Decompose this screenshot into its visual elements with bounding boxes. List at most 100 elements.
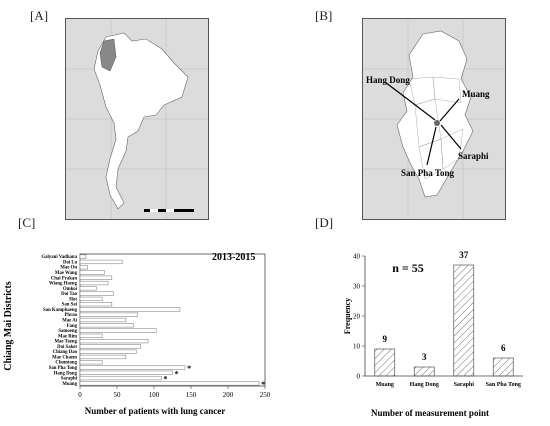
chart-c-category-label: San Sai [62,303,78,308]
chart-c-category-label: Galyani Vadhana [41,255,77,260]
thailand-map-graphic [66,19,208,219]
chart-c-bar [79,259,123,265]
chart-c-annotation: 2013-2015 [212,252,255,263]
chart-c-bar [79,333,103,338]
chart-c-bar [79,328,157,333]
chart-c-xtick-label: 50 [114,391,122,399]
chart-d-bar [374,348,396,377]
chart-c-category-label: Hang Dong [54,371,78,376]
chart-d-category-label: San Pha Tong [486,382,521,388]
chart-d-ytick-label: 20 [353,313,361,321]
chart-c-bar [79,280,109,286]
chart-c-category-label: Fang [67,324,78,329]
chart-c-xtick-label: 200 [223,391,234,399]
chart-c-xtick-label: 250 [260,391,271,399]
chart-c-category-label: Mae On [60,266,77,271]
chart-c-bar [79,370,173,375]
chart-d-bar [453,264,475,377]
panel-a-label: [A] [30,8,49,23]
panel-b-label: [B] [315,8,333,23]
chart-c-bar [79,291,114,296]
chart-c-bar [79,338,149,344]
study-area-marker [434,120,440,126]
chart-c-bar [79,275,113,280]
chart-c-bar [79,317,127,323]
thailand-outline [93,32,189,210]
label-san-pha-tong: San Pha Tong [401,168,455,178]
chart-d: 0 10 20 30 40 9 Muang 3 Hang Dong 37 Saraphi 6 San P… [343,250,523,418]
chart-d-xlabel: Number of measurement point [371,408,489,418]
chart-d-plot: 0 10 20 30 40 9 Muang 3 Hang Dong 37 Saraphi 6 San P… [353,250,523,388]
chart-c-xtick-label: 150 [186,391,197,399]
chart-c-xtick-label: 100 [149,391,160,399]
chart-d-category-label: Hang Dong [410,382,439,388]
chart-c-category-label: Chiang Dao [53,350,78,355]
chart-c-category-label: Samoeng [58,329,77,334]
chart-c-category-label: Muang [62,382,77,387]
chart-c-category-label: Mae Ai [62,319,77,324]
chart-c-bar [79,344,141,349]
chart-d-bar [492,357,514,377]
chart-c-bar [79,323,134,328]
chart-d-bar [413,366,435,377]
chart-c-xlabel: Number of patients with lung cancer [85,406,226,416]
chart-c-bar [79,296,103,302]
chart-d-category-label: Saraphi [454,382,475,388]
chart-d-annotation: n = 55 [392,261,424,275]
chart-c-ylabel: Chiang Mai Districts [3,281,14,371]
chart-d-value-label: 6 [501,343,506,353]
chart-c-bar [79,307,181,312]
chart-c-category-label: Doi Saket [57,345,77,350]
chart-c-bar [79,381,260,386]
label-muang: Muang [462,89,490,99]
panel-c-label: [C] [18,215,36,230]
chart-c-category-label: Saraphi [61,377,78,382]
chart-c-marker: * [175,369,179,378]
chart-c-category-label: Wiang Haeng [49,282,78,287]
chart-c-bar [79,302,113,307]
chart-c-bar [79,286,97,291]
chart-d-value-label: 9 [383,334,388,344]
chart-c-bar [79,360,103,365]
chart-d-value-label: 37 [459,250,469,260]
chart-c-category-label: Chai Prakan [51,276,78,281]
chart-d-ytick-label: 10 [353,343,361,351]
chart-d-ylabel: Frequency [343,298,352,334]
chart-c-category-label: Doi Lo [63,260,78,265]
chart-c-xtick-label: 0 [78,391,82,399]
chart-c-category-label: Chomtong [55,361,77,366]
chart-c-bar [79,349,137,354]
chiang-mai-province [99,38,117,72]
chart-c-bar [79,265,88,270]
thailand-map [65,18,209,220]
chart-d-ytick-label: 40 [353,253,361,261]
chart-d-ytick-label: 0 [357,373,361,381]
chart-c-bar [79,354,127,360]
chart-d-ytick-label: 30 [353,283,361,291]
label-saraphi: Saraphi [458,151,489,161]
chart-c-category-label: Mae Chaem [52,355,77,360]
chart-c-bar [79,254,87,259]
chart-c-bar [79,270,105,275]
chart-c-category-label: Phrao [64,313,77,318]
chart-c-bar [79,312,139,317]
chiang-mai-map: Hang Dong Muang Saraphi San Pha Tong [362,18,506,220]
chart-c-category-label: Mae Rim [58,334,77,339]
chart-c-bar [79,365,186,370]
chart-c-marker: * [163,375,167,384]
panel-d-label: [D] [315,215,334,230]
chart-d-category-label: Muang [376,382,394,388]
chart-c-category-label: Mae Taeng [54,340,77,345]
label-hang-dong: Hang Dong [366,75,410,85]
chart-c-marker: * [187,364,191,373]
chart-c-category-label: San Pha Tong [49,366,78,371]
chart-c-category-label: San Kamphaeng [43,308,78,313]
chart-c-category-label: Omkoi [63,287,78,292]
chiang-mai-outline [396,30,474,198]
chart-c-category-label: Mae Wang [55,271,78,276]
chart-c-bar [79,375,162,381]
chart-c-category-label: Hot [69,297,77,302]
chiang-mai-map-graphic: Hang Dong Muang Saraphi San Pha Tong [363,19,505,219]
